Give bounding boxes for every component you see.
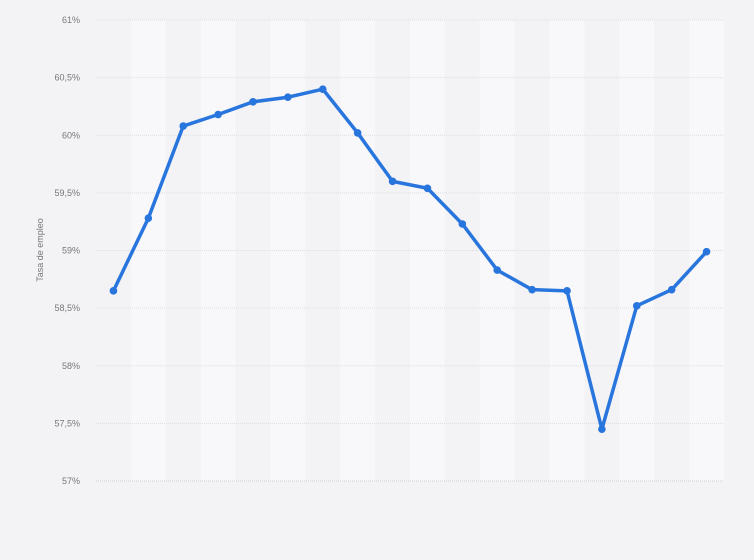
data-point[interactable] — [214, 110, 222, 119]
y-tick-label: 57,5% — [54, 418, 80, 428]
series-line — [111, 87, 708, 431]
data-point[interactable] — [702, 247, 711, 256]
data-point[interactable] — [144, 214, 153, 223]
y-tick-label: 59,5% — [54, 188, 80, 198]
data-point[interactable] — [667, 285, 676, 294]
y-tick-label: 58% — [62, 361, 80, 371]
column-band — [340, 20, 376, 481]
data-point[interactable] — [423, 184, 432, 193]
y-tick-label: 60,5% — [54, 73, 80, 83]
data-point[interactable] — [528, 285, 536, 294]
column-band — [479, 20, 515, 481]
data-point[interactable] — [458, 220, 467, 228]
data-point[interactable] — [284, 93, 292, 102]
data-point[interactable] — [388, 177, 397, 186]
data-point[interactable] — [493, 266, 502, 274]
data-point[interactable] — [563, 287, 571, 295]
data-point[interactable] — [179, 122, 188, 130]
data-point[interactable] — [632, 302, 641, 310]
data-point[interactable] — [598, 425, 606, 433]
y-tick-label: 59% — [62, 246, 80, 256]
data-point[interactable] — [318, 85, 327, 93]
y-tick-label: 61% — [62, 15, 80, 25]
y-axis-label: Tasa de empleo — [35, 218, 45, 282]
y-tick-label: 58,5% — [54, 303, 80, 313]
data-point[interactable] — [353, 129, 362, 137]
data-point[interactable] — [109, 287, 118, 295]
y-tick-label: 60% — [62, 130, 80, 140]
data-point[interactable] — [249, 98, 257, 106]
column-band — [410, 20, 445, 481]
y-tick-label: 57% — [62, 476, 80, 486]
